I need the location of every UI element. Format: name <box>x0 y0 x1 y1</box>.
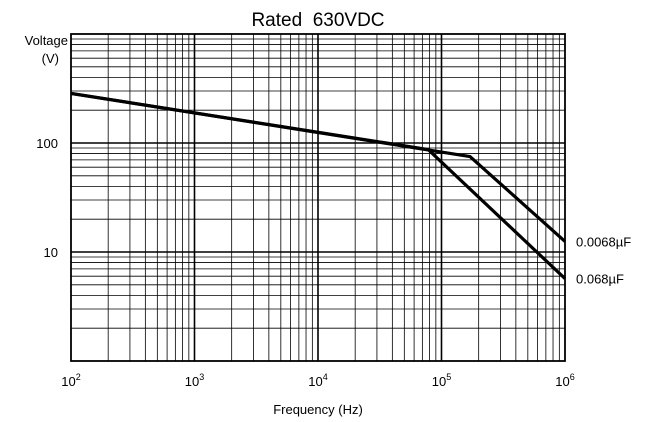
x-tick-label: 103 <box>185 372 204 389</box>
y-axis-label-line2: (V) <box>42 51 59 66</box>
x-tick-label: 104 <box>308 372 327 389</box>
y-tick-label: 100 <box>36 136 58 151</box>
y-tick-label: 10 <box>44 245 58 260</box>
series-line-2 <box>70 91 567 280</box>
tick-labels: 102 103 104 105 106 100 10 <box>36 136 574 389</box>
series-lines: 0.0068µF 0.068µF <box>70 91 631 287</box>
x-axis-label: Frequency (Hz) <box>273 402 363 417</box>
x-tick-label: 106 <box>555 372 574 389</box>
y-axis-label-line1: Voltage <box>25 33 68 48</box>
plot-frame <box>70 33 566 362</box>
x-tick-label: 102 <box>61 372 80 389</box>
series-label-2: 0.068µF <box>576 272 624 287</box>
chart-title: Rated 630VDC <box>251 10 384 31</box>
series-label-1: 0.0068µF <box>576 234 631 249</box>
x-tick-label: 105 <box>432 372 451 389</box>
grid <box>70 33 566 362</box>
